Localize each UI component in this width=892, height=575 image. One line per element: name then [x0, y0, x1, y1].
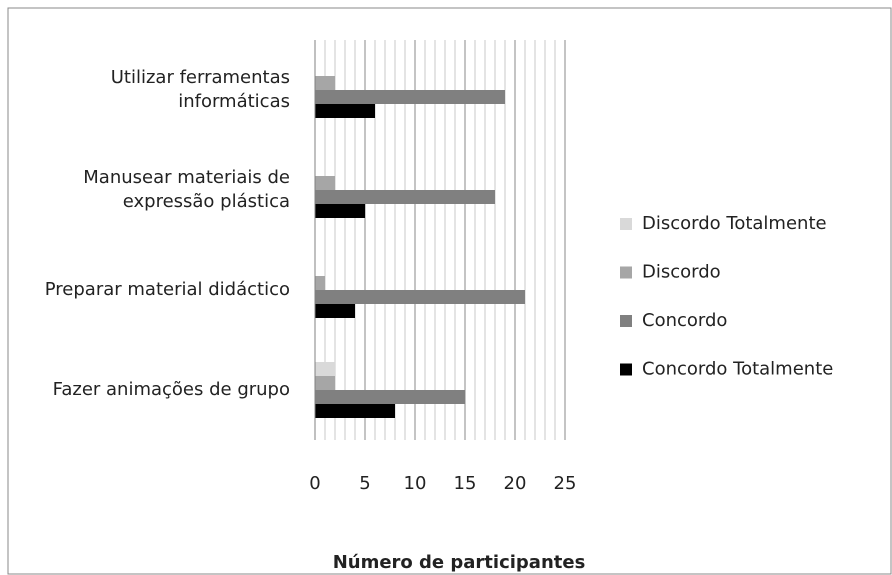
legend-label: Concordo — [642, 310, 727, 331]
x-tick-label: 20 — [504, 473, 527, 494]
bar — [315, 90, 505, 104]
bar — [315, 104, 375, 118]
bar — [315, 290, 525, 304]
bar — [315, 76, 335, 90]
legend-swatch — [620, 266, 632, 279]
x-axis-title: Número de participantes — [333, 552, 586, 573]
x-tick-label: 25 — [554, 473, 577, 494]
bar — [315, 276, 325, 290]
bar — [315, 362, 335, 376]
bar — [315, 190, 495, 204]
bar — [315, 204, 365, 218]
bar — [315, 390, 465, 404]
chart-border — [7, 7, 892, 575]
legend-label: Discordo Totalmente — [642, 213, 827, 234]
x-tick-label: 0 — [309, 473, 320, 494]
bar — [315, 176, 335, 190]
x-tick-label: 10 — [404, 473, 427, 494]
y-tick-label: Manusear materiais de expressão plástica — [83, 167, 290, 212]
bar — [315, 304, 355, 318]
y-tick-label: Utilizar ferramentas informáticas — [110, 67, 290, 112]
y-tick-label: Fazer animações de grupo — [52, 379, 290, 400]
legend-label: Concordo Totalmente — [642, 359, 833, 380]
bar — [315, 404, 395, 418]
x-tick-label: 5 — [359, 473, 370, 494]
legend-label: Discordo — [642, 262, 721, 283]
bar — [315, 376, 335, 390]
legend-swatch — [620, 315, 632, 327]
y-tick-label: Preparar material didáctico — [44, 279, 290, 300]
legend-swatch — [620, 218, 632, 230]
legend-swatch — [620, 363, 632, 376]
x-tick-label: 15 — [454, 473, 477, 494]
